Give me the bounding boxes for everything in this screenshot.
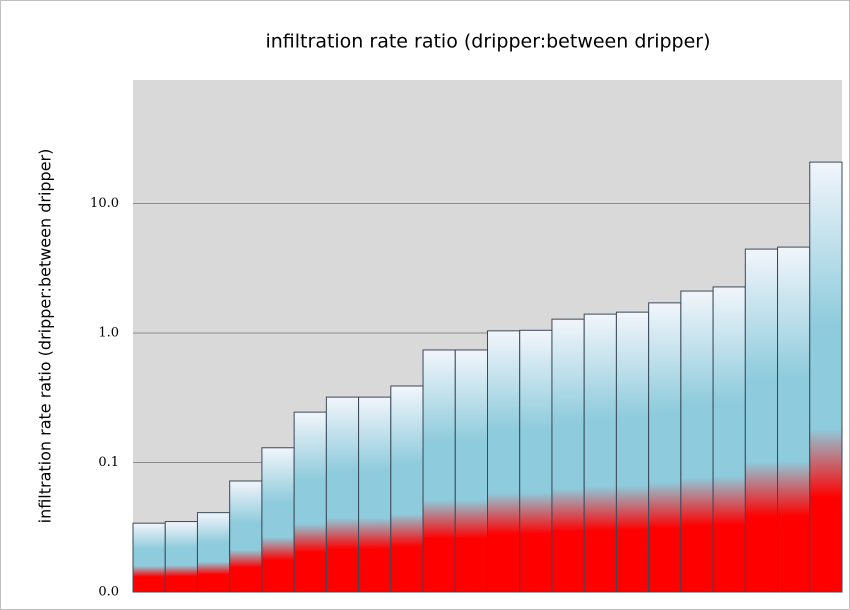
bar [583,313,617,593]
bar [615,311,650,593]
bar [229,480,263,593]
bar [390,385,424,593]
bar [648,302,682,593]
bar [487,330,521,593]
bar [680,290,714,593]
y-tick-label: 0.1 [98,455,119,470]
bar [809,161,843,593]
bar [454,349,489,593]
bar [519,329,553,593]
bar [712,286,746,593]
bar [358,396,392,593]
bar [325,396,360,593]
chart-title: infiltration rate ratio (dripper:between… [265,31,710,53]
y-tick-label: 0.0 [98,585,119,600]
bar [422,349,456,593]
y-axis-label: infiltration rate ratio (dripper:between… [36,149,55,524]
bar [777,246,811,593]
bar [261,447,295,593]
bar [132,522,166,593]
y-tick-label: 1.0 [98,326,119,341]
bar [164,521,198,593]
bar [293,411,327,593]
bar [551,318,585,593]
bar [744,248,779,593]
bar [196,512,231,593]
y-tick-label: 10.0 [90,196,119,211]
